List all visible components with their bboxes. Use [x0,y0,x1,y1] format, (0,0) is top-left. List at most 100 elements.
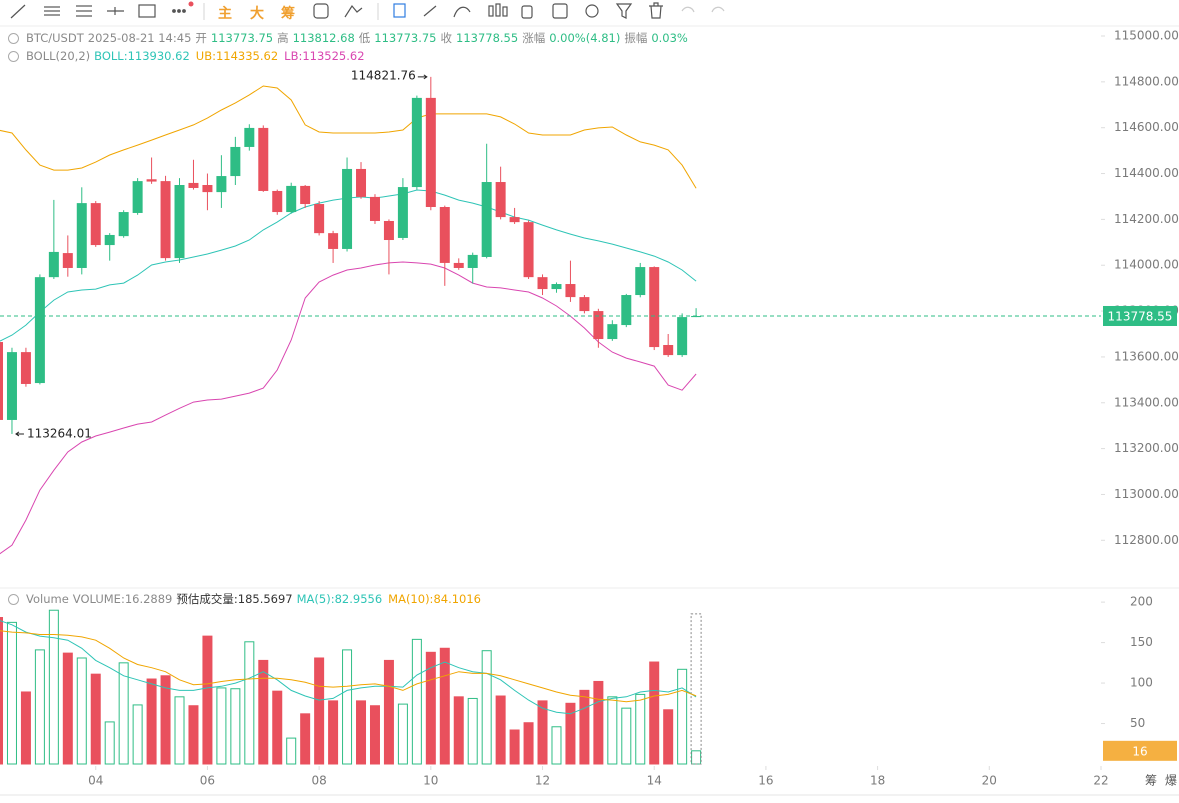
candle-body [397,187,408,238]
volume-bar [314,657,325,765]
toolbar-label[interactable]: 主 [218,6,232,22]
low-annotation: 113264.01 [27,426,92,440]
tool-note[interactable] [552,3,568,19]
volume-bar [188,705,199,765]
volume-bar [635,693,646,765]
tool-lock[interactable] [521,5,533,19]
x-tick-label: 04 [88,774,103,788]
y-tick-label: 114800.00 [1114,74,1179,88]
tool-undo[interactable] [681,6,695,13]
candle-body [691,315,702,318]
eye-icon[interactable] [8,50,19,62]
volume-header: Volume VOLUME:16.2889 预估成交量:185.5697 MA(… [8,591,481,607]
volume-bar [369,705,380,765]
candle-body [174,185,185,259]
toolbar-label[interactable]: 大 [250,6,264,22]
tool-filter[interactable] [615,3,633,19]
footer-label: 筹 [1145,774,1157,788]
candle-body [495,182,506,218]
estimated-readout: 预估成交量:185.5697 [176,591,292,607]
y-tick-label: 113000.00 [1114,487,1179,501]
value: 113773.75 [374,31,437,45]
candle-body [314,204,325,234]
label: 涨幅 [522,31,546,45]
x-tick-label: 10 [423,774,438,788]
candle-body [551,284,562,290]
candle-body [649,267,660,348]
volume-bar [272,690,283,765]
legend-name: MA(5): [296,592,335,606]
toolbar-icons[interactable] [10,1,725,21]
y-tick-label: 113400.00 [1114,395,1179,409]
tool-delete[interactable] [649,2,663,19]
badge [188,1,194,7]
tool-measure[interactable] [344,4,363,18]
volume-bar [132,704,143,765]
tool-brush[interactable] [453,6,471,18]
indicator-name: BOLL(20,2) [26,49,91,63]
eye-icon[interactable] [8,32,19,44]
value: 113773.75 [210,31,274,45]
tool-eye[interactable] [585,4,599,18]
legend-name: LB: [284,49,303,63]
value: 16.2889 [124,592,173,606]
candle-body [439,207,450,263]
volume-bar [509,729,520,765]
value: 0.03% [651,31,688,45]
volume-bar [579,689,590,765]
tool-line[interactable] [10,4,26,19]
footer-label: 爆 [1165,774,1177,788]
value: 113812.68 [292,31,355,45]
volume-bar [495,695,506,765]
value: 0.00%(4.81) [549,31,621,45]
volume-bar [146,678,157,765]
volume-bar [537,700,548,765]
volume-bar [90,673,101,765]
last-volume-box [1103,740,1177,761]
price-header: BTC/USDT 2025-08-21 14:45 开 113773.75 高 … [8,30,688,46]
volume-bar [244,641,255,765]
tool-redo[interactable] [711,6,725,13]
volume-bar [342,649,353,765]
candle-body [481,182,492,257]
volume-bar [663,709,674,765]
legend-entry: MA(5):82.9556 [297,592,383,606]
tool-channel[interactable] [76,5,92,17]
label: 收 [440,31,453,45]
volume-bar [551,726,562,765]
tool-candles[interactable] [488,3,508,17]
volume-bar [76,657,87,765]
estimated-volume [690,613,702,765]
candle-body [286,185,297,213]
y-tick-label: 112800.00 [1114,533,1179,547]
tool-hlines[interactable] [44,6,60,16]
tool-more[interactable] [172,9,186,13]
candle-body [328,233,339,249]
legend-entry: UB:114335.62 [196,49,278,63]
volume-bar [258,659,269,765]
y-tick-label: 114000.00 [1114,258,1179,272]
toolbar-label[interactable]: 筹 [281,6,295,22]
volume-bar [467,697,478,765]
tool-magnet[interactable] [313,3,329,19]
volume-bar [174,696,185,765]
tool-copy[interactable] [393,3,406,18]
tool-cross[interactable] [107,7,124,15]
candle-body [677,317,688,356]
volume-bar [34,649,45,765]
value: 185.5697 [237,592,293,606]
tool-rect[interactable] [138,4,156,18]
eye-icon[interactable] [8,593,19,605]
volume-bar [328,700,339,765]
y-tick-label: 150 [1130,635,1153,649]
datetime: 2025-08-21 14:45 [87,31,192,45]
candle-body [244,127,255,147]
candle-body [104,234,115,246]
candle-body [593,311,604,340]
candle-body [48,251,59,278]
tool-ruler[interactable] [423,5,437,17]
candle-body [6,352,17,420]
candle-body [663,345,674,356]
candle-body [537,277,548,290]
